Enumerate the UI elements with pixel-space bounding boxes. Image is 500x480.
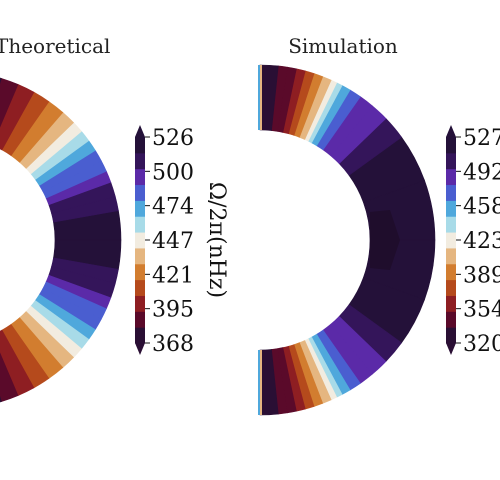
theoretical-colorbar-segment-8 (135, 200, 145, 217)
simulation-colorbar-segment-1 (446, 311, 456, 328)
simulation-colorbar-segment-0 (446, 327, 456, 344)
simulation-band-south-3 (330, 315, 387, 375)
simulation-pole-edge-south-1 (260, 350, 262, 415)
simulation-panel: Simulation 320 354 389 423 458 492 527 (258, 34, 500, 416)
simulation-colorbar: 320 354 389 423 458 492 527 (446, 125, 500, 357)
simulation-colorbar-tick-1: 354 (463, 298, 500, 323)
simulation-band-south-2 (338, 304, 402, 362)
simulation-band-south-5 (316, 329, 361, 391)
simulation-band-south-11 (288, 344, 315, 410)
theoretical-band-south-2 (48, 266, 116, 299)
theoretical-colorbar-tick-1: 395 (152, 298, 194, 323)
theoretical-colorbar-segment-7 (135, 216, 145, 233)
simulation-core (370, 210, 400, 270)
simulation-colorbar-segment-9 (446, 184, 456, 201)
theoretical-colorbar-segment-4 (135, 263, 145, 281)
simulation-colorbar-segment-3 (446, 279, 456, 296)
theoretical-colorbar: 368 395 421 447 474 500 526 (135, 125, 194, 357)
theoretical-colorbar-extend-max (135, 125, 145, 137)
theoretical-colorbar-segment-12 (135, 137, 145, 154)
theoretical-band-south-8 (25, 305, 82, 358)
simulation-pole-edge-north-0 (258, 65, 260, 130)
simulation-band-south-13 (276, 347, 297, 414)
theoretical-band-north-12 (0, 84, 35, 151)
theoretical-colorbar-segment-11 (135, 152, 145, 170)
simulation-band-south-12 (282, 345, 306, 412)
simulation-colorbar-segment-7 (446, 216, 456, 233)
simulation-colorbar-tick-0: 320 (463, 332, 500, 357)
theoretical-title: Theoretical (0, 34, 110, 58)
simulation-band-south-14 (271, 348, 288, 415)
simulation-pole-edge-south-0 (258, 350, 260, 415)
simulation-pole-edge-north-1 (260, 65, 262, 130)
simulation-colorbar-segment-11 (446, 152, 456, 170)
simulation-band-south-9 (299, 340, 332, 404)
theoretical-band-north-13 (0, 78, 19, 128)
simulation-colorbar-tick-6: 527 (463, 126, 500, 151)
theoretical-band-south-14 (0, 395, 2, 403)
simulation-colorbar-tick-3: 423 (463, 229, 500, 254)
theoretical-colorbar-segment-2 (135, 295, 145, 312)
theoretical-band-south-7 (30, 300, 90, 350)
theoretical-band-south-1 (51, 257, 119, 285)
theoretical-colorbar-segment-0 (135, 327, 145, 344)
theoretical-band-south-0 (53, 239, 122, 270)
simulation-band-south-7 (307, 336, 343, 398)
simulation-plot (258, 64, 436, 416)
theoretical-colorbar-tick-0: 368 (152, 332, 194, 357)
simulation-colorbar-segment-10 (446, 168, 456, 186)
simulation-colorbar-segment-5 (446, 247, 456, 265)
theoretical-colorbar-segment-10 (135, 168, 145, 186)
theoretical-colorbar-segment-3 (135, 279, 145, 296)
simulation-colorbar-tick-4: 458 (463, 195, 500, 220)
theoretical-band-south-11 (1, 323, 50, 389)
simulation-title: Simulation (288, 34, 398, 58)
theoretical-band-south-9 (19, 311, 74, 368)
theoretical-colorbar-extend-min (135, 343, 145, 355)
simulation-colorbar-segment-12 (446, 137, 456, 154)
theoretical-colorbar-tick-5: 500 (152, 160, 194, 185)
theoretical-band-north-14 (0, 77, 2, 85)
theoretical-colorbar-segment-1 (135, 311, 145, 328)
theoretical-colorbar-tick-3: 447 (152, 229, 194, 254)
simulation-colorbar-segment-4 (446, 263, 456, 281)
simulation-colorbar-tick-5: 492 (463, 160, 500, 185)
simulation-band-south-6 (311, 333, 351, 395)
simulation-band-south-8 (304, 338, 338, 401)
theoretical-band-south-10 (10, 317, 64, 379)
theoretical-band-south-6 (34, 294, 96, 340)
theoretical-band-south-5 (38, 287, 102, 330)
theoretical-band-south-13 (0, 352, 19, 402)
theoretical-colorbar-tick-2: 421 (152, 263, 194, 288)
simulation-colorbar-segment-6 (446, 232, 456, 249)
theoretical-colorbar-segment-5 (135, 247, 145, 265)
simulation-colorbar-extend-min (446, 343, 456, 355)
theoretical-plot (0, 77, 122, 403)
simulation-colorbar-extend-max (446, 125, 456, 137)
theoretical-band-south-4 (42, 281, 107, 320)
simulation-band-south-10 (293, 342, 324, 407)
theoretical-colorbar-segment-6 (135, 232, 145, 249)
theoretical-colorbar-tick-6: 526 (152, 126, 194, 151)
colorbar-label: Ω/2π(nHz) (204, 182, 229, 298)
simulation-colorbar-segment-8 (446, 200, 456, 217)
theoretical-panel: Theoretical 368 395 421 447 474 500 526 Ω/2π(n… (0, 34, 229, 403)
simulation-colorbar-tick-2: 389 (463, 263, 500, 288)
theoretical-colorbar-tick-4: 474 (152, 195, 194, 220)
theoretical-colorbar-segment-9 (135, 184, 145, 201)
simulation-band-south-15 (259, 349, 279, 416)
theoretical-band-south-3 (45, 274, 112, 310)
simulation-band-south-4 (322, 323, 373, 384)
theoretical-band-south-12 (0, 329, 35, 396)
simulation-band-south-1 (348, 277, 425, 344)
simulation-colorbar-segment-2 (446, 295, 456, 312)
